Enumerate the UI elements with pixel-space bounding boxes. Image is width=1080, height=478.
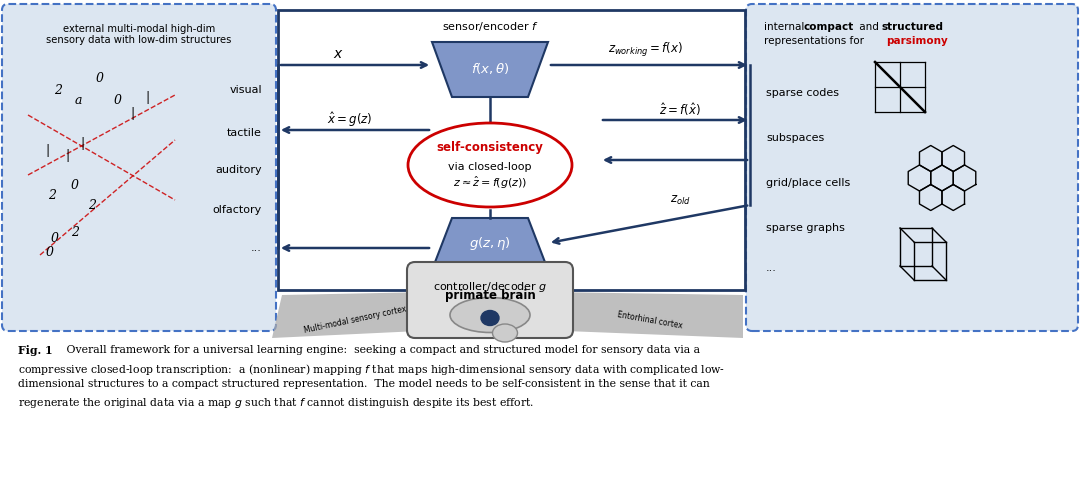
Text: $f(x,\theta)$: $f(x,\theta)$: [471, 61, 510, 76]
Polygon shape: [540, 292, 743, 338]
Text: parsimony: parsimony: [886, 36, 948, 46]
Text: |: |: [131, 107, 135, 120]
Text: compressive closed-loop transcription:  a (nonlinear) mapping $f$ that maps high: compressive closed-loop transcription: a…: [18, 362, 725, 377]
Text: 2: 2: [48, 188, 56, 202]
Text: 0: 0: [114, 94, 122, 107]
Text: Overall framework for a universal learning engine:  seeking a compact and struct: Overall framework for a universal learni…: [56, 345, 700, 355]
FancyBboxPatch shape: [407, 262, 573, 338]
Text: and: and: [856, 22, 882, 32]
Polygon shape: [432, 218, 548, 270]
Text: 0: 0: [51, 231, 59, 245]
Text: a: a: [75, 94, 82, 107]
Text: $z_{working} = f(x)$: $z_{working} = f(x)$: [608, 41, 683, 59]
Text: tactile: tactile: [227, 128, 262, 138]
Text: 0: 0: [46, 247, 54, 260]
FancyBboxPatch shape: [746, 4, 1078, 331]
Polygon shape: [272, 292, 440, 338]
Ellipse shape: [450, 297, 530, 333]
Text: sparse graphs: sparse graphs: [766, 223, 845, 233]
Text: 2: 2: [87, 198, 96, 211]
Text: structured: structured: [882, 22, 944, 32]
Text: compact: compact: [804, 22, 854, 32]
Text: Entorhinal cortex: Entorhinal cortex: [617, 310, 684, 330]
Ellipse shape: [408, 123, 572, 207]
Text: $x$: $x$: [333, 47, 343, 61]
Text: internal: internal: [764, 22, 808, 32]
Text: Multi-modal sensory cortex: Multi-modal sensory cortex: [303, 305, 407, 335]
Text: controller/decoder $g$: controller/decoder $g$: [433, 280, 548, 294]
FancyBboxPatch shape: [2, 4, 276, 331]
Text: primate brain: primate brain: [445, 289, 536, 302]
Text: Fig. 1: Fig. 1: [18, 345, 53, 356]
Ellipse shape: [481, 311, 499, 326]
Ellipse shape: [492, 324, 517, 342]
Polygon shape: [432, 42, 548, 97]
Text: subspaces: subspaces: [766, 133, 824, 143]
Text: sensor/encoder $f$: sensor/encoder $f$: [442, 20, 539, 33]
Text: regenerate the original data via a map $g$ such that $f$ cannot distinguish desp: regenerate the original data via a map $…: [18, 396, 535, 410]
Text: $g(z,\eta)$: $g(z,\eta)$: [469, 235, 511, 251]
Text: 2: 2: [71, 226, 79, 239]
Text: $\hat{x} = g(z)$: $\hat{x} = g(z)$: [327, 110, 373, 130]
Text: |: |: [146, 90, 150, 104]
Text: |: |: [81, 137, 85, 150]
Text: ...: ...: [252, 243, 262, 253]
Text: |: |: [66, 149, 70, 162]
Text: 0: 0: [96, 72, 104, 85]
Text: $z \approx \hat{z} = f(g(z))$: $z \approx \hat{z} = f(g(z))$: [453, 175, 527, 191]
Text: $z_{old}$: $z_{old}$: [670, 194, 690, 206]
Text: 2: 2: [54, 84, 62, 97]
Text: sensory data with low-dim structures: sensory data with low-dim structures: [46, 35, 232, 45]
Text: self-consistency: self-consistency: [436, 141, 543, 153]
Text: olfactory: olfactory: [213, 205, 262, 215]
Text: dimensional structures to a compact structured representation.  The model needs : dimensional structures to a compact stru…: [18, 379, 710, 389]
Text: via closed-loop: via closed-loop: [448, 162, 531, 172]
Text: |: |: [45, 143, 50, 156]
Text: visual: visual: [229, 85, 262, 95]
Text: grid/place cells: grid/place cells: [766, 178, 850, 188]
Text: ...: ...: [766, 263, 777, 273]
Text: 0: 0: [71, 178, 79, 192]
Text: representations for: representations for: [764, 36, 867, 46]
Text: auditory: auditory: [215, 165, 262, 175]
Text: external multi-modal high-dim: external multi-modal high-dim: [63, 24, 215, 34]
Text: $\hat{z} = f(\hat{x})$: $\hat{z} = f(\hat{x})$: [659, 101, 701, 119]
Text: sparse codes: sparse codes: [766, 88, 839, 98]
